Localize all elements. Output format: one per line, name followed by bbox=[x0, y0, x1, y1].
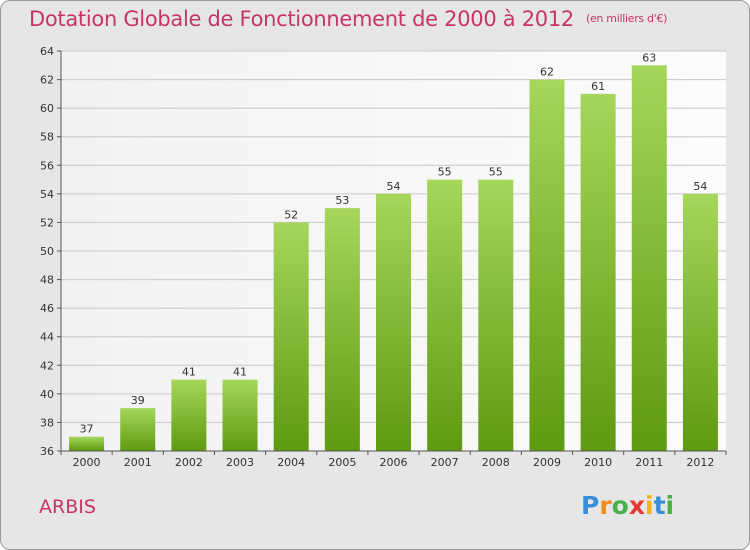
logo-letter: x bbox=[628, 491, 645, 520]
data-label-2000: 37 bbox=[80, 423, 94, 436]
x-tick-label-2007: 2007 bbox=[431, 456, 459, 469]
x-tick-label-2004: 2004 bbox=[277, 456, 305, 469]
y-tick-label: 62 bbox=[40, 74, 54, 87]
bar-2010 bbox=[580, 93, 616, 451]
x-tick-label-2001: 2001 bbox=[124, 456, 152, 469]
chart-subtitle: (en milliers d'€) bbox=[585, 12, 668, 25]
bar-2012 bbox=[682, 193, 718, 451]
y-axis: 36 38 40 42 44 46 48 50 52 54 56 58 60 62 64 bbox=[40, 45, 62, 458]
data-label-2004: 52 bbox=[284, 208, 298, 221]
x-tick-label-2010: 2010 bbox=[584, 456, 612, 469]
bar-2007 bbox=[427, 179, 463, 452]
data-label-2009: 62 bbox=[540, 66, 554, 79]
bar-2008 bbox=[478, 179, 514, 452]
logo-letter: r bbox=[599, 491, 612, 520]
data-label-2005: 53 bbox=[335, 194, 349, 207]
chart-title-text: Dotation Globale de Fonctionnement de 20… bbox=[29, 7, 574, 31]
proxiti-logo: Proxiti bbox=[581, 491, 674, 520]
x-tick-label-2008: 2008 bbox=[482, 456, 510, 469]
data-label-2007: 55 bbox=[438, 166, 452, 179]
data-label-2003: 41 bbox=[233, 366, 247, 379]
data-label-2011: 63 bbox=[642, 51, 656, 64]
y-tick-label: 50 bbox=[40, 245, 54, 258]
data-label-2002: 41 bbox=[182, 366, 196, 379]
y-tick-label: 40 bbox=[40, 388, 54, 401]
y-tick-label: 48 bbox=[40, 274, 54, 287]
y-tick-label: 54 bbox=[40, 188, 54, 201]
y-tick-label: 60 bbox=[40, 102, 54, 115]
x-tick-label-2005: 2005 bbox=[328, 456, 356, 469]
bar-2006 bbox=[376, 193, 411, 451]
y-tick-label: 36 bbox=[40, 445, 54, 458]
data-label-2006: 54 bbox=[387, 180, 401, 193]
data-label-2010: 61 bbox=[591, 80, 605, 93]
x-tick-label-2011: 2011 bbox=[635, 456, 663, 469]
y-tick-label: 58 bbox=[40, 131, 54, 144]
bar-2003 bbox=[222, 379, 258, 451]
y-tick-label: 64 bbox=[40, 45, 54, 58]
logo-letter: P bbox=[581, 491, 600, 520]
x-tick-label-2012: 2012 bbox=[686, 456, 714, 469]
data-label-2001: 39 bbox=[131, 394, 145, 407]
x-tick-label-2002: 2002 bbox=[175, 456, 203, 469]
y-tick-label: 46 bbox=[40, 302, 54, 315]
data-label-2012: 54 bbox=[693, 180, 707, 193]
bar-2002 bbox=[171, 379, 207, 451]
place-name: ARBIS bbox=[39, 496, 96, 518]
y-tick-label: 38 bbox=[40, 416, 54, 429]
logo-letter: o bbox=[611, 491, 629, 520]
x-axis: 2000 2001 2002 2003 2004 2005 2006 2007 2008 2009… bbox=[60, 450, 727, 469]
bar-2001 bbox=[120, 408, 156, 451]
logo-letter: i bbox=[665, 491, 675, 520]
x-tick-label-2006: 2006 bbox=[380, 456, 408, 469]
logo-letter: i bbox=[645, 491, 654, 520]
y-tick-label: 52 bbox=[40, 216, 54, 229]
y-tick-label: 44 bbox=[40, 331, 54, 344]
bar-2009 bbox=[529, 79, 565, 452]
y-tick-label: 56 bbox=[40, 159, 54, 172]
bar-2011 bbox=[631, 65, 667, 452]
bars: 37 39 41 41 52 53 54 55 55 62 61 63 54 bbox=[69, 51, 718, 452]
y-tick-label: 42 bbox=[40, 359, 54, 372]
x-tick-label-2000: 2000 bbox=[73, 456, 101, 469]
x-tick-label-2003: 2003 bbox=[226, 456, 254, 469]
data-label-2008: 55 bbox=[489, 166, 503, 179]
bar-2000 bbox=[69, 436, 105, 451]
logo-letter: t bbox=[653, 491, 666, 520]
x-tick-label-2009: 2009 bbox=[533, 456, 561, 469]
bar-2005 bbox=[324, 208, 360, 451]
bar-2004 bbox=[273, 222, 309, 451]
chart-title: Dotation Globale de Fonctionnement de 20… bbox=[29, 7, 667, 31]
